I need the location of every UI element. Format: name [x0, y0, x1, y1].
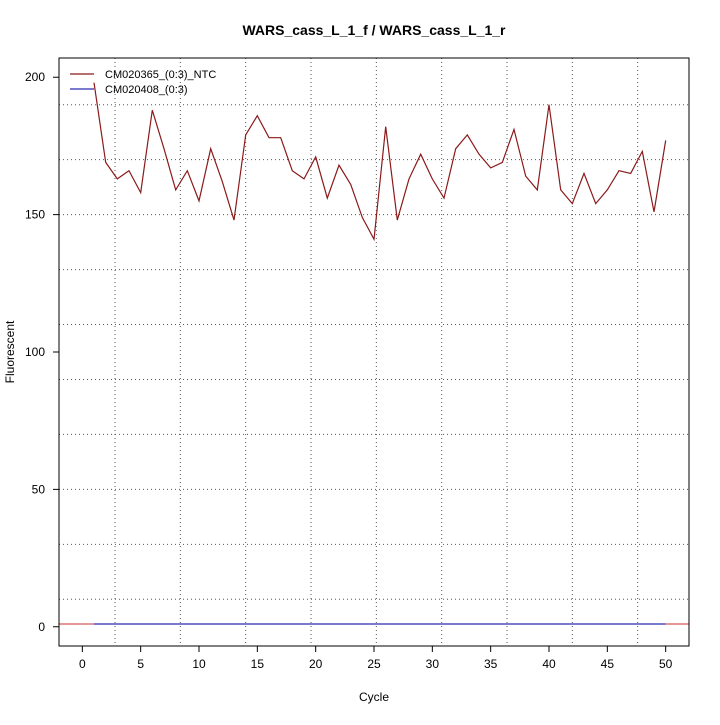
y-tick-label: 150: [25, 208, 45, 222]
x-tick-label: 50: [659, 657, 673, 671]
x-axis-title: Cycle: [359, 690, 389, 704]
legend: CM020365_(0:3)_NTC CM020408_(0:3): [70, 69, 216, 96]
y-tick-label: 50: [32, 482, 46, 496]
x-tick-label: 25: [367, 657, 381, 671]
grid: [59, 58, 689, 646]
series-line: [93, 82, 667, 242]
x-tick-label: 5: [137, 657, 144, 671]
x-tick-label: 20: [309, 657, 323, 671]
x-tick-label: 10: [192, 657, 206, 671]
x-tick-label: 0: [79, 657, 86, 671]
x-tick-label: 15: [251, 657, 265, 671]
y-axis-title: Fluorescent: [3, 320, 17, 383]
chart-title: WARS_cass_L_1_f / WARS_cass_L_1_r: [242, 22, 506, 38]
axes: 0 5 10 15 20 25 30 35 40 45 50 0 50 100 150 200: [25, 70, 673, 671]
y-tick-label: 200: [25, 70, 45, 84]
legend-label: CM020408_(0:3): [105, 84, 188, 96]
x-tick-label: 40: [542, 657, 556, 671]
x-tick-label: 30: [426, 657, 440, 671]
legend-label: CM020365_(0:3)_NTC: [105, 69, 216, 81]
x-tick-label: 45: [601, 657, 615, 671]
plot-area: [59, 82, 689, 625]
y-tick-label: 0: [38, 620, 45, 634]
y-tick-label: 100: [25, 345, 45, 359]
x-tick-label: 35: [484, 657, 498, 671]
